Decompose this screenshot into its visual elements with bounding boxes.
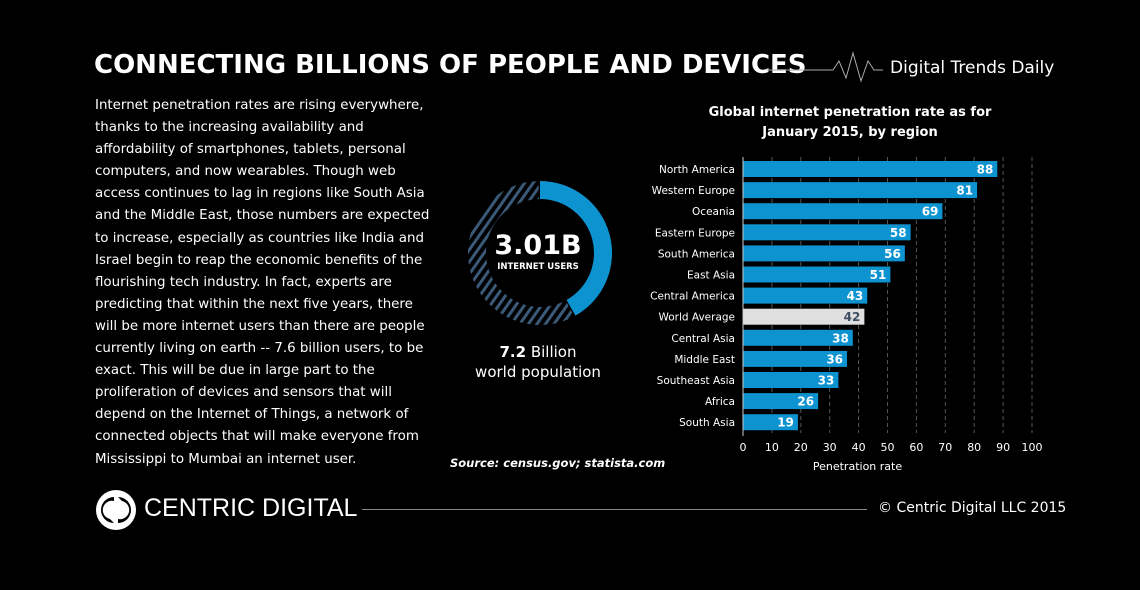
category-label: South America [658,248,735,260]
category-label: South Asia [679,417,735,429]
footer-divider [362,509,867,510]
brand-name: Digital Trends Daily [890,58,1055,78]
population-value: 7.2 [499,343,527,361]
population-unit: Billion [530,343,577,361]
bar-value-label: 58 [890,226,907,240]
category-label: North America [659,164,735,176]
bar [743,414,798,431]
internet-users-value: 3.01B [494,230,582,261]
donut-rest-segment [468,181,575,325]
bar [743,393,819,410]
x-tick-label: 80 [967,441,981,454]
category-label: Middle East [674,354,735,366]
intro-paragraph: Internet penetration rates are rising ev… [95,95,430,471]
centric-digital-logo-icon [96,490,136,530]
x-tick-label: 40 [852,441,866,454]
intro-line: predicting that within the next five yea… [95,296,413,312]
category-label: Southeast Asia [657,375,735,387]
bar [743,245,905,262]
intro-line: Internet penetration rates are rising ev… [95,98,424,113]
x-tick-label: 50 [881,441,895,454]
intro-line: exact. This will be due in large part to… [95,363,375,379]
intro-line: flourishing tech industry. In fact, expe… [95,274,392,290]
donut-users-segment [540,181,612,316]
x-tick-label: 30 [823,441,837,454]
bar-value-label: 19 [777,416,794,430]
intro-line: Mississippi to Mumbai an internet user. [95,451,357,467]
intro-line: connected objects that will make everyon… [95,429,419,445]
bar [743,308,865,325]
category-label: Central Asia [671,333,735,345]
intro-line: access continues to lag in regions like … [95,186,425,202]
x-tick-label: 90 [996,441,1010,454]
x-tick-label: 0 [740,441,747,454]
chart-title-line: January 2015, by region [762,125,938,140]
intro-line: will be more internet users than there a… [95,318,425,334]
bar-value-label: 26 [797,395,814,409]
users-donut [468,181,612,325]
bar-value-label: 36 [826,352,843,366]
category-label: Africa [705,396,735,408]
x-tick-label: 10 [765,441,779,454]
intro-line: computers, and now wearables. Though web [95,164,396,180]
x-tick-label: 60 [909,441,923,454]
bar-value-label: 38 [832,331,849,345]
bar [743,266,891,283]
category-label: East Asia [687,270,735,282]
bar-value-label: 33 [818,374,835,388]
bar [743,372,839,388]
category-label: Eastern Europe [655,227,735,239]
bar [743,203,943,220]
bar-value-label: 43 [847,289,864,303]
bar-value-label: 81 [956,184,973,198]
intro-line: proliferation of devices and sensors tha… [95,385,392,401]
bar-value-label: 51 [870,268,887,282]
intro-line: to increase, especially as countries lik… [95,230,424,246]
bar-value-label: 88 [977,163,994,177]
company-logo-text: CENTRIC DIGITAL [144,494,358,522]
category-label: World Average [658,312,735,324]
intro-line: thanks to the increasing availability an… [95,120,364,136]
bar [743,287,868,304]
bar [743,161,998,177]
bar [743,224,911,241]
page-title: CONNECTING BILLIONS OF PEOPLE AND DEVICE… [94,50,807,80]
x-tick-label: 20 [794,441,808,454]
x-tick-label: 70 [938,441,952,454]
internet-users-label: INTERNET USERS [497,262,579,272]
chart-title-line: Global internet penetration rate as for [708,105,992,120]
bar-value-label: 42 [844,310,861,324]
intro-line: affordability of smartphones, tablets, p… [95,142,406,158]
intro-line: depend on the Internet of Things, a netw… [95,407,409,423]
category-label: Central America [650,291,735,303]
copyright: © Centric Digital LLC 2015 [878,500,1067,516]
bar-value-label: 69 [922,205,939,219]
source-note: Source: census.gov; statista.com [450,456,666,470]
intro-line: currently living on earth -- 7.6 billion… [95,341,424,357]
bar [743,329,853,346]
population-label: world population [475,363,601,381]
intro-line: and the Middle East, those numbers are e… [95,208,430,224]
chart-title: Global internet penetration rate as for … [690,103,1010,143]
category-label: Western Europe [652,185,735,197]
pulse-line-icon [767,51,883,83]
x-tick-label: 100 [1022,441,1043,454]
world-population: 7.2 Billion world population [440,342,636,382]
x-axis-label: Penetration rate [813,460,902,473]
intro-line: Israel begin to reap the economic benefi… [95,252,423,268]
bar-value-label: 56 [884,247,901,261]
category-label: Oceania [692,206,735,218]
bar [743,350,848,367]
bar [743,182,978,199]
